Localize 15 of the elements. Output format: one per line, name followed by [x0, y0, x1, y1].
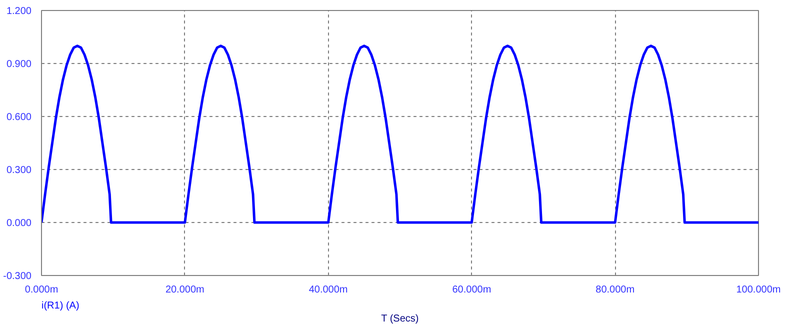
y-tick-label: 0.900: [6, 59, 32, 70]
y-tick-label: 1.200: [6, 6, 32, 17]
y-tick-label: 0.000: [6, 218, 32, 229]
y-tick-label: 0.600: [6, 112, 32, 123]
line-series: [42, 44, 758, 224]
x-tick-label: 20.000m: [165, 284, 204, 296]
x-tick-label: 40.000m: [308, 284, 348, 296]
x-tick-label: 80.000m: [596, 284, 635, 296]
x-tick-label: 60.000m: [452, 284, 492, 296]
text: i(R1) (A): [42, 300, 80, 312]
x-tick-label: 0.000m: [24, 284, 58, 296]
y-tick-label: 0.300: [6, 165, 32, 176]
y-tick-label: -0.300: [3, 271, 32, 282]
x-tick-label: 100.000m: [736, 284, 781, 296]
x-axis-title: T (Secs): [381, 314, 419, 324]
